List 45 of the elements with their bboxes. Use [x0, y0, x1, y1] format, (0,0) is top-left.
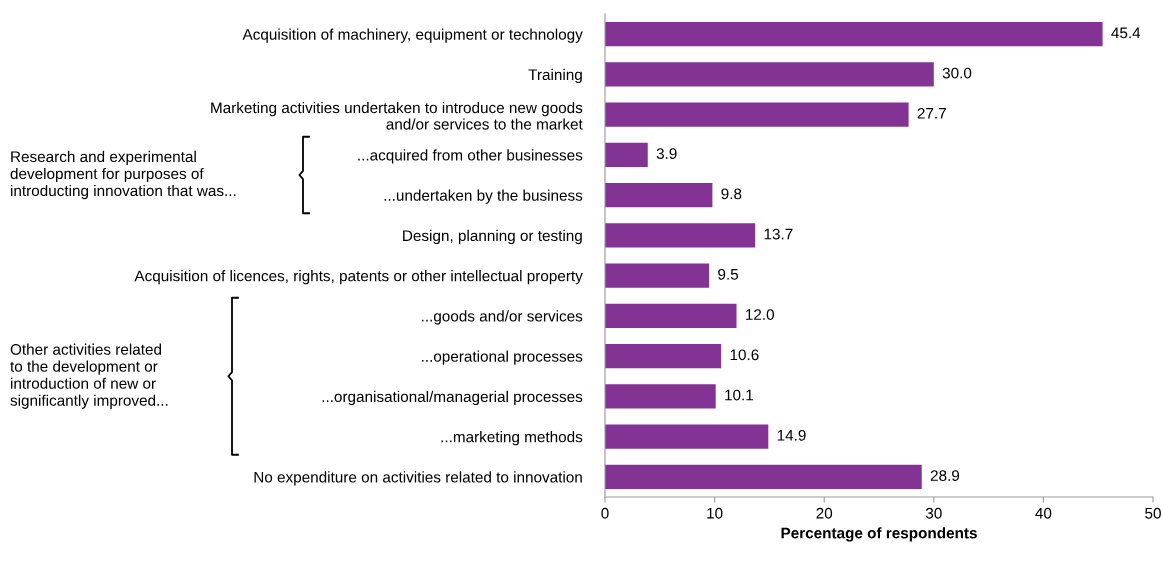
y-tick-label: Marketing activities undertaken to introduce new goods and/or services to the market — [211, 101, 583, 130]
data-label: 10.1 — [725, 389, 754, 401]
y-tick-label: Acquisition of machinery, equipment or technology — [242, 28, 583, 43]
data-label: 3.9 — [656, 148, 677, 159]
bar — [605, 384, 716, 409]
data-label: 45.4 — [1111, 27, 1141, 39]
y-tick-label: Acquisition of licences, rights, patents or other intellectual property — [134, 270, 583, 285]
bar — [605, 303, 737, 328]
y-tick-label: ...goods and/or services — [421, 310, 583, 325]
data-label: 30.0 — [942, 67, 972, 79]
data-label: 10.6 — [730, 349, 759, 361]
bar — [605, 102, 909, 127]
y-tick-label: Training — [528, 68, 582, 84]
bar — [605, 263, 710, 288]
bar — [605, 142, 648, 167]
x-tick-label: 20 — [816, 507, 833, 519]
x-tick-label: 40 — [1035, 507, 1052, 519]
data-label: 12.0 — [746, 309, 774, 320]
y-tick-label: No expenditure on activities related to innovation — [254, 471, 582, 486]
y-tick-label: ...undertaken by the business — [384, 189, 583, 204]
bar — [605, 344, 722, 369]
text: Research and experimental development for purposes of introducting innovation that was... — [10, 150, 236, 200]
bar — [605, 424, 769, 449]
bar — [605, 223, 756, 248]
x-tick-label: 10 — [707, 507, 723, 519]
data-label: 27.7 — [917, 107, 946, 119]
data-label: 28.9 — [930, 470, 960, 481]
data-label: 9.8 — [721, 188, 742, 200]
bar — [605, 62, 934, 87]
y-tick-label: ...marketing methods — [441, 431, 583, 446]
y-tick-label: Design, planning or testing — [403, 229, 582, 245]
y-tick-label: ...organisational/managerial processes — [322, 390, 583, 406]
data-label: 13.7 — [764, 228, 793, 240]
bar — [605, 464, 922, 489]
bar — [605, 183, 713, 208]
data-label: 14.9 — [777, 429, 806, 441]
x-tick-label: 0 — [601, 507, 609, 519]
y-tick-label: ...operational processes — [421, 350, 583, 365]
x-tick-label: 50 — [1145, 507, 1161, 519]
text: Other activities related to the development or introduction of new or significantly improved... — [10, 343, 168, 409]
y-tick-label: ...acquired from other businesses — [358, 149, 583, 164]
x-axis-title: Percentage of respondents — [781, 527, 977, 542]
data-label: 9.5 — [718, 268, 739, 280]
x-tick-label: 30 — [925, 507, 942, 519]
bar — [605, 22, 1103, 47]
